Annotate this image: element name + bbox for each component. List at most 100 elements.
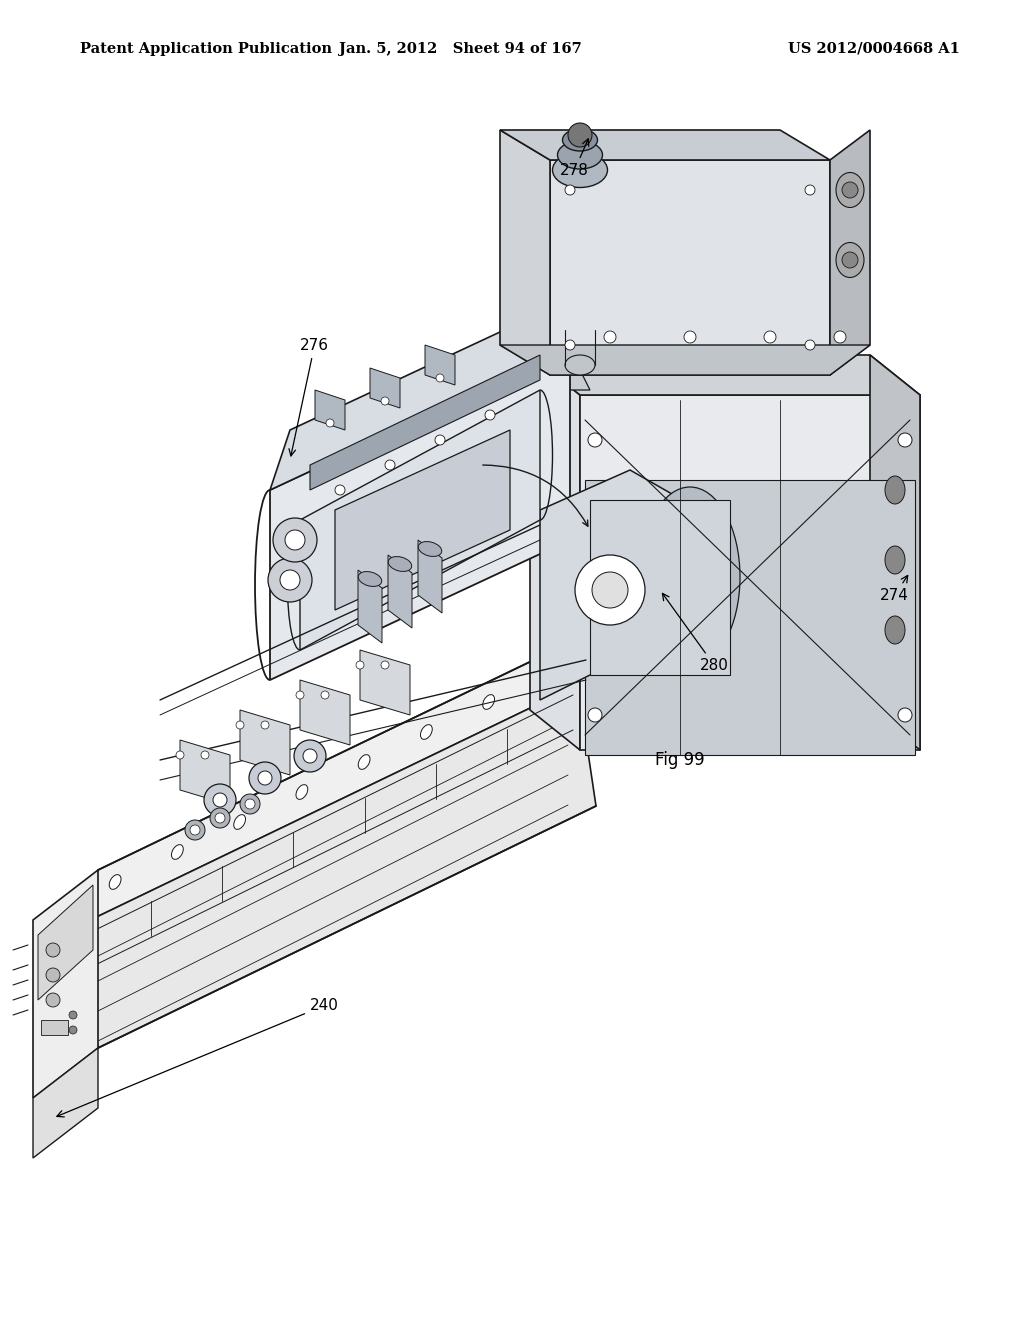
Circle shape [592,572,628,609]
Polygon shape [580,395,920,750]
Circle shape [46,968,60,982]
Ellipse shape [885,546,905,574]
Circle shape [285,531,305,550]
Polygon shape [590,500,730,675]
Ellipse shape [296,784,308,800]
Ellipse shape [418,541,441,557]
Text: 240: 240 [57,998,339,1117]
Ellipse shape [885,616,905,644]
Circle shape [258,771,272,785]
Circle shape [568,123,592,147]
Polygon shape [540,470,700,700]
Text: US 2012/0004668 A1: US 2012/0004668 A1 [788,42,961,55]
Circle shape [485,411,495,420]
Circle shape [381,661,389,669]
Polygon shape [33,870,98,1098]
Polygon shape [315,389,345,430]
Polygon shape [180,741,230,805]
Polygon shape [335,430,510,610]
Polygon shape [530,355,580,750]
Circle shape [898,433,912,447]
Circle shape [280,570,300,590]
Circle shape [268,558,312,602]
Text: Jan. 5, 2012   Sheet 94 of 167: Jan. 5, 2012 Sheet 94 of 167 [339,42,582,55]
Circle shape [436,374,444,381]
Ellipse shape [565,355,595,375]
Ellipse shape [557,141,602,169]
Circle shape [215,813,225,822]
Polygon shape [370,368,400,408]
Circle shape [764,331,776,343]
Circle shape [898,708,912,722]
Ellipse shape [885,477,905,504]
Ellipse shape [110,875,121,890]
Polygon shape [830,129,870,375]
Polygon shape [500,345,870,375]
Ellipse shape [545,665,557,680]
Ellipse shape [358,755,370,770]
Text: 278: 278 [560,139,589,178]
Circle shape [842,252,858,268]
Polygon shape [360,649,410,715]
Circle shape [190,825,200,836]
Polygon shape [425,345,455,385]
Polygon shape [388,554,412,628]
Text: 274: 274 [880,576,909,603]
Polygon shape [300,680,350,744]
Text: 280: 280 [663,594,729,673]
Text: Patent Application Publication: Patent Application Publication [80,42,332,55]
Circle shape [273,517,317,562]
Circle shape [176,751,184,759]
Polygon shape [270,290,590,490]
Text: 276: 276 [289,338,329,455]
Circle shape [201,751,209,759]
Circle shape [185,820,205,840]
Circle shape [245,799,255,809]
Circle shape [210,808,230,828]
Polygon shape [310,355,540,490]
Circle shape [381,397,389,405]
Polygon shape [38,884,93,1001]
Circle shape [575,554,645,624]
Circle shape [834,331,846,343]
Polygon shape [530,355,920,395]
Circle shape [335,484,345,495]
Circle shape [565,341,575,350]
Ellipse shape [233,814,246,829]
Circle shape [805,341,815,350]
Circle shape [588,708,602,722]
Ellipse shape [562,129,597,150]
Circle shape [326,418,334,426]
Circle shape [435,436,445,445]
Ellipse shape [836,173,864,207]
Circle shape [204,784,236,816]
Circle shape [261,721,269,729]
Polygon shape [41,1020,68,1035]
Ellipse shape [482,694,495,709]
Circle shape [588,433,602,447]
Ellipse shape [836,243,864,277]
Circle shape [236,721,244,729]
Circle shape [249,762,281,795]
Polygon shape [358,570,382,643]
Polygon shape [500,129,550,375]
Circle shape [805,185,815,195]
Ellipse shape [421,725,432,739]
Polygon shape [80,685,596,1048]
Circle shape [385,459,395,470]
Polygon shape [80,630,596,925]
Polygon shape [300,389,540,649]
Circle shape [842,182,858,198]
Text: Fig 99: Fig 99 [655,751,705,770]
Ellipse shape [640,487,740,667]
Circle shape [240,795,260,814]
Circle shape [303,748,317,763]
Polygon shape [550,370,590,389]
Circle shape [604,331,616,343]
Circle shape [69,1011,77,1019]
Polygon shape [270,350,570,680]
Circle shape [46,993,60,1007]
Circle shape [69,1026,77,1034]
Polygon shape [585,480,915,755]
Circle shape [213,793,227,807]
